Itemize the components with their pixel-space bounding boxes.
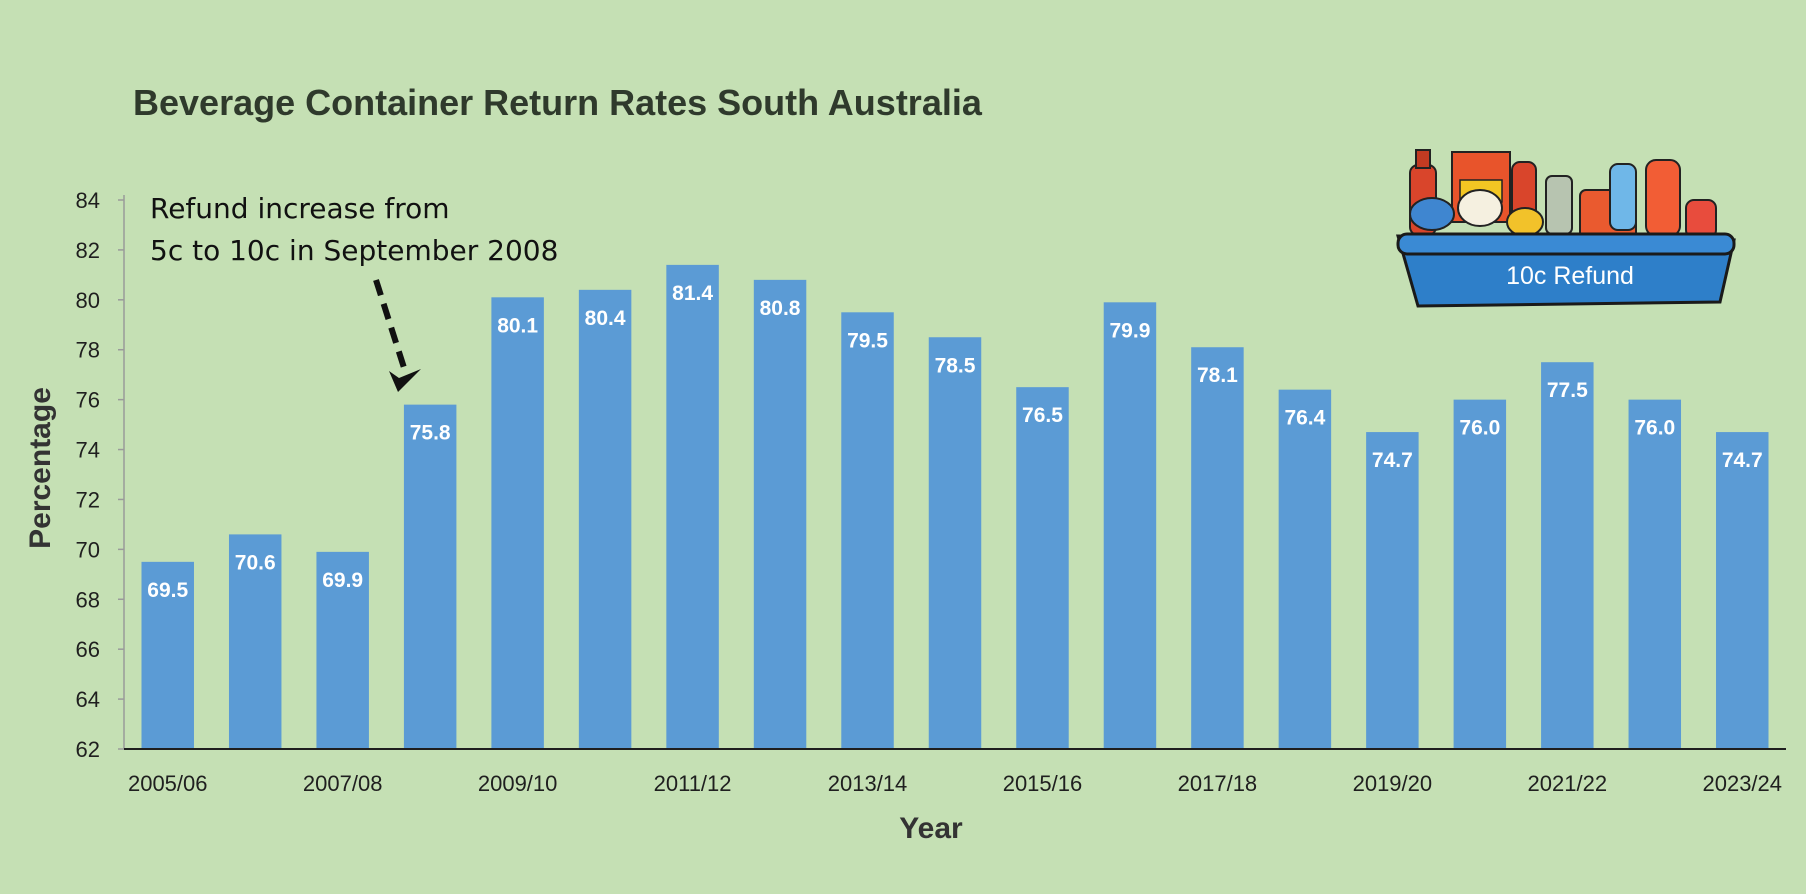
y-tick-label: 62	[76, 737, 100, 762]
bar-2020-21	[1453, 399, 1507, 749]
bar-2022-23	[1628, 399, 1682, 749]
bar-value-label: 76.0	[1634, 417, 1675, 440]
bar-2011-12	[666, 264, 719, 749]
y-tick-label: 64	[76, 687, 100, 712]
bar-value-label: 76.5	[1022, 404, 1063, 427]
bar-2013-14	[841, 312, 894, 749]
y-tick-label: 76	[76, 388, 100, 413]
y-tick-label: 78	[76, 338, 100, 363]
x-tick-label: 2011/12	[654, 771, 732, 796]
annotation-line-1: Refund increase from	[150, 192, 450, 225]
x-tick-label: 2023/24	[1702, 771, 1782, 796]
bar-value-label: 77.5	[1547, 379, 1588, 402]
bar-value-label: 78.5	[935, 354, 976, 377]
bar-2007-08	[316, 551, 369, 749]
y-tick-label: 72	[76, 487, 100, 512]
y-tick-label: 70	[76, 537, 100, 562]
bar-value-label: 78.1	[1197, 364, 1238, 387]
x-tick-label: 2019/20	[1353, 771, 1433, 796]
bar-2016-17	[1103, 302, 1157, 749]
x-tick-label: 2009/10	[478, 771, 558, 796]
bar-value-label: 75.8	[410, 422, 451, 445]
bar-2006-07	[228, 534, 282, 749]
annotation-line-2: 5c to 10c in September 2008	[150, 234, 558, 267]
bar-value-label: 76.0	[1459, 417, 1500, 440]
x-tick-label: 2021/22	[1528, 771, 1608, 796]
bar-2005-06	[141, 561, 194, 749]
y-tick-label: 66	[76, 637, 100, 662]
x-tick-label: 2005/06	[128, 771, 208, 796]
y-axis-ticks: 62 64 66 68 70 72 74 76 78 80 82 84	[76, 188, 124, 762]
bar-2015-16	[1016, 387, 1069, 749]
bar-2009-10	[491, 297, 544, 749]
y-tick-label: 84	[76, 188, 100, 213]
bar-2021-22	[1541, 362, 1594, 749]
x-tick-label: 2007/08	[303, 771, 383, 796]
bar-value-label: 79.5	[847, 329, 888, 352]
bar-value-label: 80.8	[760, 297, 801, 320]
x-axis-ticks: 2005/06 2007/08 2009/10 2011/12 2013/14 2015/…	[128, 771, 1782, 796]
bar-2023-24	[1716, 432, 1769, 749]
chart-title: Beverage Container Return Rates South Au…	[133, 82, 983, 123]
annotation-arrow-icon	[373, 279, 421, 392]
y-axis-title: Percentage	[24, 387, 57, 549]
bar-value-label: 76.4	[1284, 407, 1325, 430]
bar-2008-09	[403, 404, 457, 749]
bar-value-label: 81.4	[672, 282, 713, 305]
refund-badge: 10c Refund	[1396, 149, 1736, 308]
y-tick-label: 82	[76, 238, 100, 263]
bar-value-label: 80.4	[585, 307, 626, 330]
x-tick-label: 2013/14	[828, 771, 908, 796]
bar-value-label: 74.7	[1372, 449, 1413, 472]
bar-value-label: 74.7	[1722, 449, 1763, 472]
refund-badge-label: 10c Refund	[1506, 262, 1634, 290]
bar-value-label: 80.1	[497, 314, 538, 337]
bar-2010-11	[578, 289, 632, 749]
bar-2017-18	[1191, 347, 1244, 749]
bar-2019-20	[1366, 432, 1419, 749]
x-tick-label: 2015/16	[1003, 771, 1083, 796]
bar-value-label: 69.5	[147, 579, 188, 602]
bar-value-label: 79.9	[1110, 319, 1151, 342]
recycling-bin-of-containers-icon	[1409, 149, 1717, 241]
bar-2014-15	[928, 337, 982, 749]
y-tick-label: 80	[76, 288, 100, 313]
bar-2012-13	[753, 279, 807, 749]
bar-value-label: 69.9	[322, 569, 363, 592]
y-tick-label: 68	[76, 587, 100, 612]
y-tick-label: 74	[76, 438, 100, 463]
bars: 69.5 70.6 69.9 75.8 80.1 80.4 81.4 80.8 79.5 78.5…	[141, 264, 1769, 749]
x-axis-title: Year	[899, 812, 963, 845]
x-tick-label: 2017/18	[1178, 771, 1258, 796]
bar-2018-19	[1278, 389, 1332, 749]
bar-value-label: 70.6	[235, 551, 276, 574]
